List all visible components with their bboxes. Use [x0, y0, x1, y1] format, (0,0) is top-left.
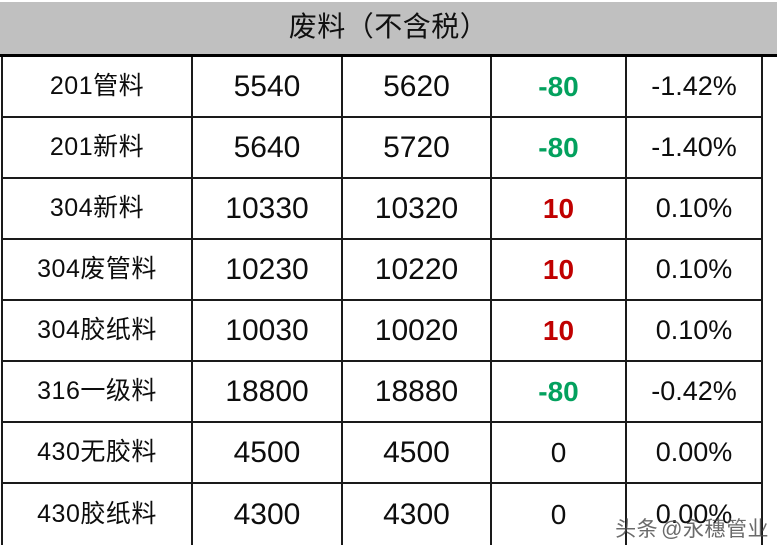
cell-previous-price: 10020 [343, 301, 492, 360]
cell-change: -80 [492, 362, 627, 421]
cell-material-name: 201管料 [3, 57, 193, 116]
cell-material-name: 304新料 [3, 179, 193, 238]
table-row: 430无胶料 4500 4500 0 0.00% [3, 423, 761, 484]
cell-change-percent: 0.10% [655, 193, 733, 223]
cell-previous-price: 5620 [343, 57, 492, 116]
cell-change: 0 [492, 484, 627, 545]
cell-material-name: 430无胶料 [3, 423, 193, 482]
table-row: 201新料 5640 5720 -80 -1.40% [3, 118, 761, 179]
cell-change-percent: -1.42% [651, 71, 737, 101]
cell-change: 0 [492, 423, 627, 482]
table-row: 201管料 5540 5620 -80 -1.42% [3, 57, 761, 118]
cell-today-price: 5540 [193, 57, 343, 116]
cell-previous-price: 5720 [343, 118, 492, 177]
cell-previous-price: 10220 [343, 240, 492, 299]
cell-today-price: 10030 [193, 301, 343, 360]
cell-today-price: 4300 [193, 484, 343, 545]
cell-previous-price: 18880 [343, 362, 492, 421]
cell-previous-price: 4500 [343, 423, 492, 482]
cell-change: 10 [492, 301, 627, 360]
cell-change-percent: 0.00% [655, 437, 733, 467]
cell-change: -80 [492, 57, 627, 116]
cell-change-percent: 0.10% [655, 315, 733, 345]
cell-previous-price: 10320 [343, 179, 492, 238]
cell-material-name: 304胶纸料 [3, 301, 193, 360]
cell-previous-price: 4300 [343, 484, 492, 545]
table-row: 304胶纸料 10030 10020 10 0.10% [3, 301, 761, 362]
cell-today-price: 5640 [193, 118, 343, 177]
cell-material-name: 304废管料 [3, 240, 193, 299]
table-row: 304废管料 10230 10220 10 0.10% [3, 240, 761, 301]
cell-today-price: 10330 [193, 179, 343, 238]
cell-change-percent: -0.42% [651, 376, 737, 406]
cell-change: 10 [492, 179, 627, 238]
cell-today-price: 4500 [193, 423, 343, 482]
page-title: 废料（不含税） [288, 11, 489, 42]
cell-change: -80 [492, 118, 627, 177]
cell-material-name: 430胶纸料 [3, 484, 193, 545]
price-table: 201管料 5540 5620 -80 -1.42% 201新料 5640 5720 -80 -1… [1, 57, 763, 545]
cell-change-percent: 0.00% [655, 499, 733, 529]
table-row: 304新料 10330 10320 10 0.10% [3, 179, 761, 240]
cell-material-name: 201新料 [3, 118, 193, 177]
cell-change-percent: 0.10% [655, 254, 733, 284]
cell-change: 10 [492, 240, 627, 299]
cell-material-name: 316一级料 [3, 362, 193, 421]
table-title-bar: 废料（不含税） [0, 2, 777, 57]
cell-today-price: 10230 [193, 240, 343, 299]
table-row: 430胶纸料 4300 4300 0 0.00% [3, 484, 761, 545]
cell-today-price: 18800 [193, 362, 343, 421]
table-row: 316一级料 18800 18880 -80 -0.42% [3, 362, 761, 423]
cell-change-percent: -1.40% [651, 132, 737, 162]
